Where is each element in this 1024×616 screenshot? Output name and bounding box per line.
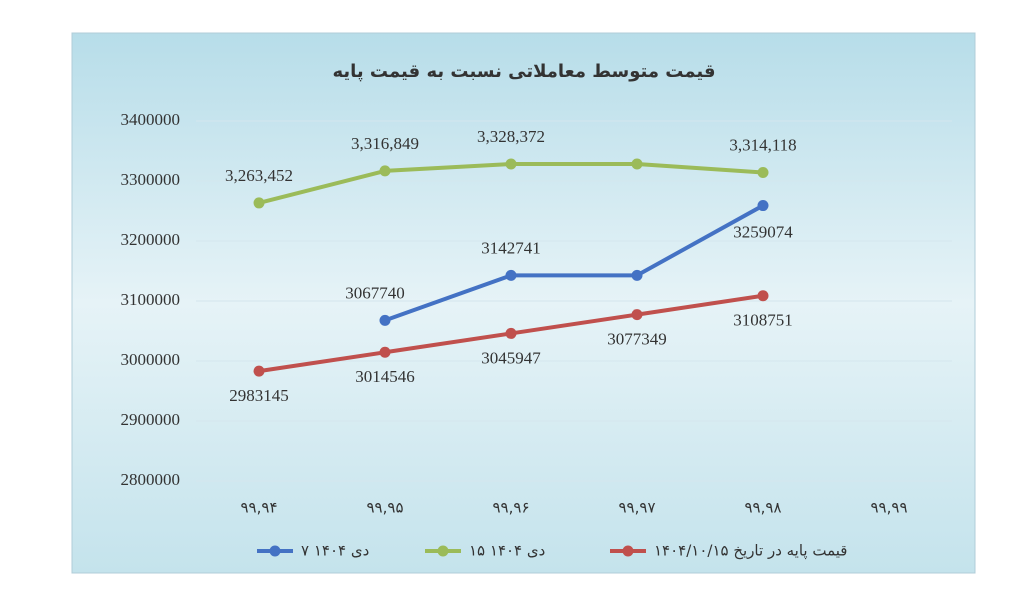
legend-marker: [269, 545, 281, 557]
x-tick-label: ۹۹,۹۹: [871, 499, 908, 517]
chart-panel: [71, 32, 976, 574]
x-tick-label: ۹۹,۹۸: [745, 499, 782, 517]
chart-title: قیمت متوسط معاملاتی نسبت به قیمت پایه: [332, 61, 715, 82]
marker: [379, 346, 391, 358]
legend-label: ۷ دی ۱۴۰۴: [301, 542, 369, 560]
data-label: 3014546: [355, 367, 415, 386]
marker: [253, 197, 265, 209]
data-label: 3045947: [481, 348, 541, 367]
marker: [505, 269, 517, 281]
marker: [757, 290, 769, 302]
y-tick-label: 3300000: [121, 170, 181, 189]
marker: [757, 167, 769, 179]
line: [384, 203, 764, 323]
data-label: 3,328,372: [477, 127, 545, 146]
x-tick-label: ۹۹,۹۷: [619, 499, 656, 517]
data-label: 2983145: [229, 386, 289, 405]
data-label: 3077349: [607, 329, 667, 348]
marker: [631, 269, 643, 281]
y-tick-label: 3400000: [121, 110, 181, 129]
legend-marker: [622, 545, 634, 557]
data-label: 3067740: [345, 283, 405, 302]
marker: [379, 314, 391, 326]
y-tick-label: 3100000: [121, 290, 181, 309]
marker: [505, 327, 517, 339]
y-tick-label: 3000000: [121, 350, 181, 369]
y-tick-label: 2800000: [121, 470, 181, 489]
marker: [379, 165, 391, 177]
x-tick-label: ۹۹,۹۴: [241, 499, 278, 517]
data-label: 3108751: [733, 311, 793, 330]
x-tick-label: ۹۹,۹۶: [493, 499, 530, 517]
data-label: 3142741: [481, 238, 541, 257]
y-tick-label: 2900000: [121, 410, 181, 429]
data-label: 3,316,849: [351, 134, 419, 153]
legend-label: ۱۵ دی ۱۴۰۴: [469, 542, 545, 560]
data-label: 3259074: [733, 222, 793, 241]
data-label: 3,314,118: [729, 135, 796, 154]
marker: [253, 365, 265, 377]
x-tick-label: ۹۹,۹۵: [367, 499, 404, 517]
y-tick-label: 3200000: [121, 230, 181, 249]
marker: [505, 158, 517, 170]
legend-marker: [437, 545, 449, 557]
legend-label: قیمت پایه در تاریخ ۱۴۰۴/۱۰/۱۵: [654, 542, 847, 561]
marker: [631, 309, 643, 321]
data-label: 3,263,452: [225, 166, 293, 185]
marker: [631, 158, 643, 170]
marker: [757, 200, 769, 212]
